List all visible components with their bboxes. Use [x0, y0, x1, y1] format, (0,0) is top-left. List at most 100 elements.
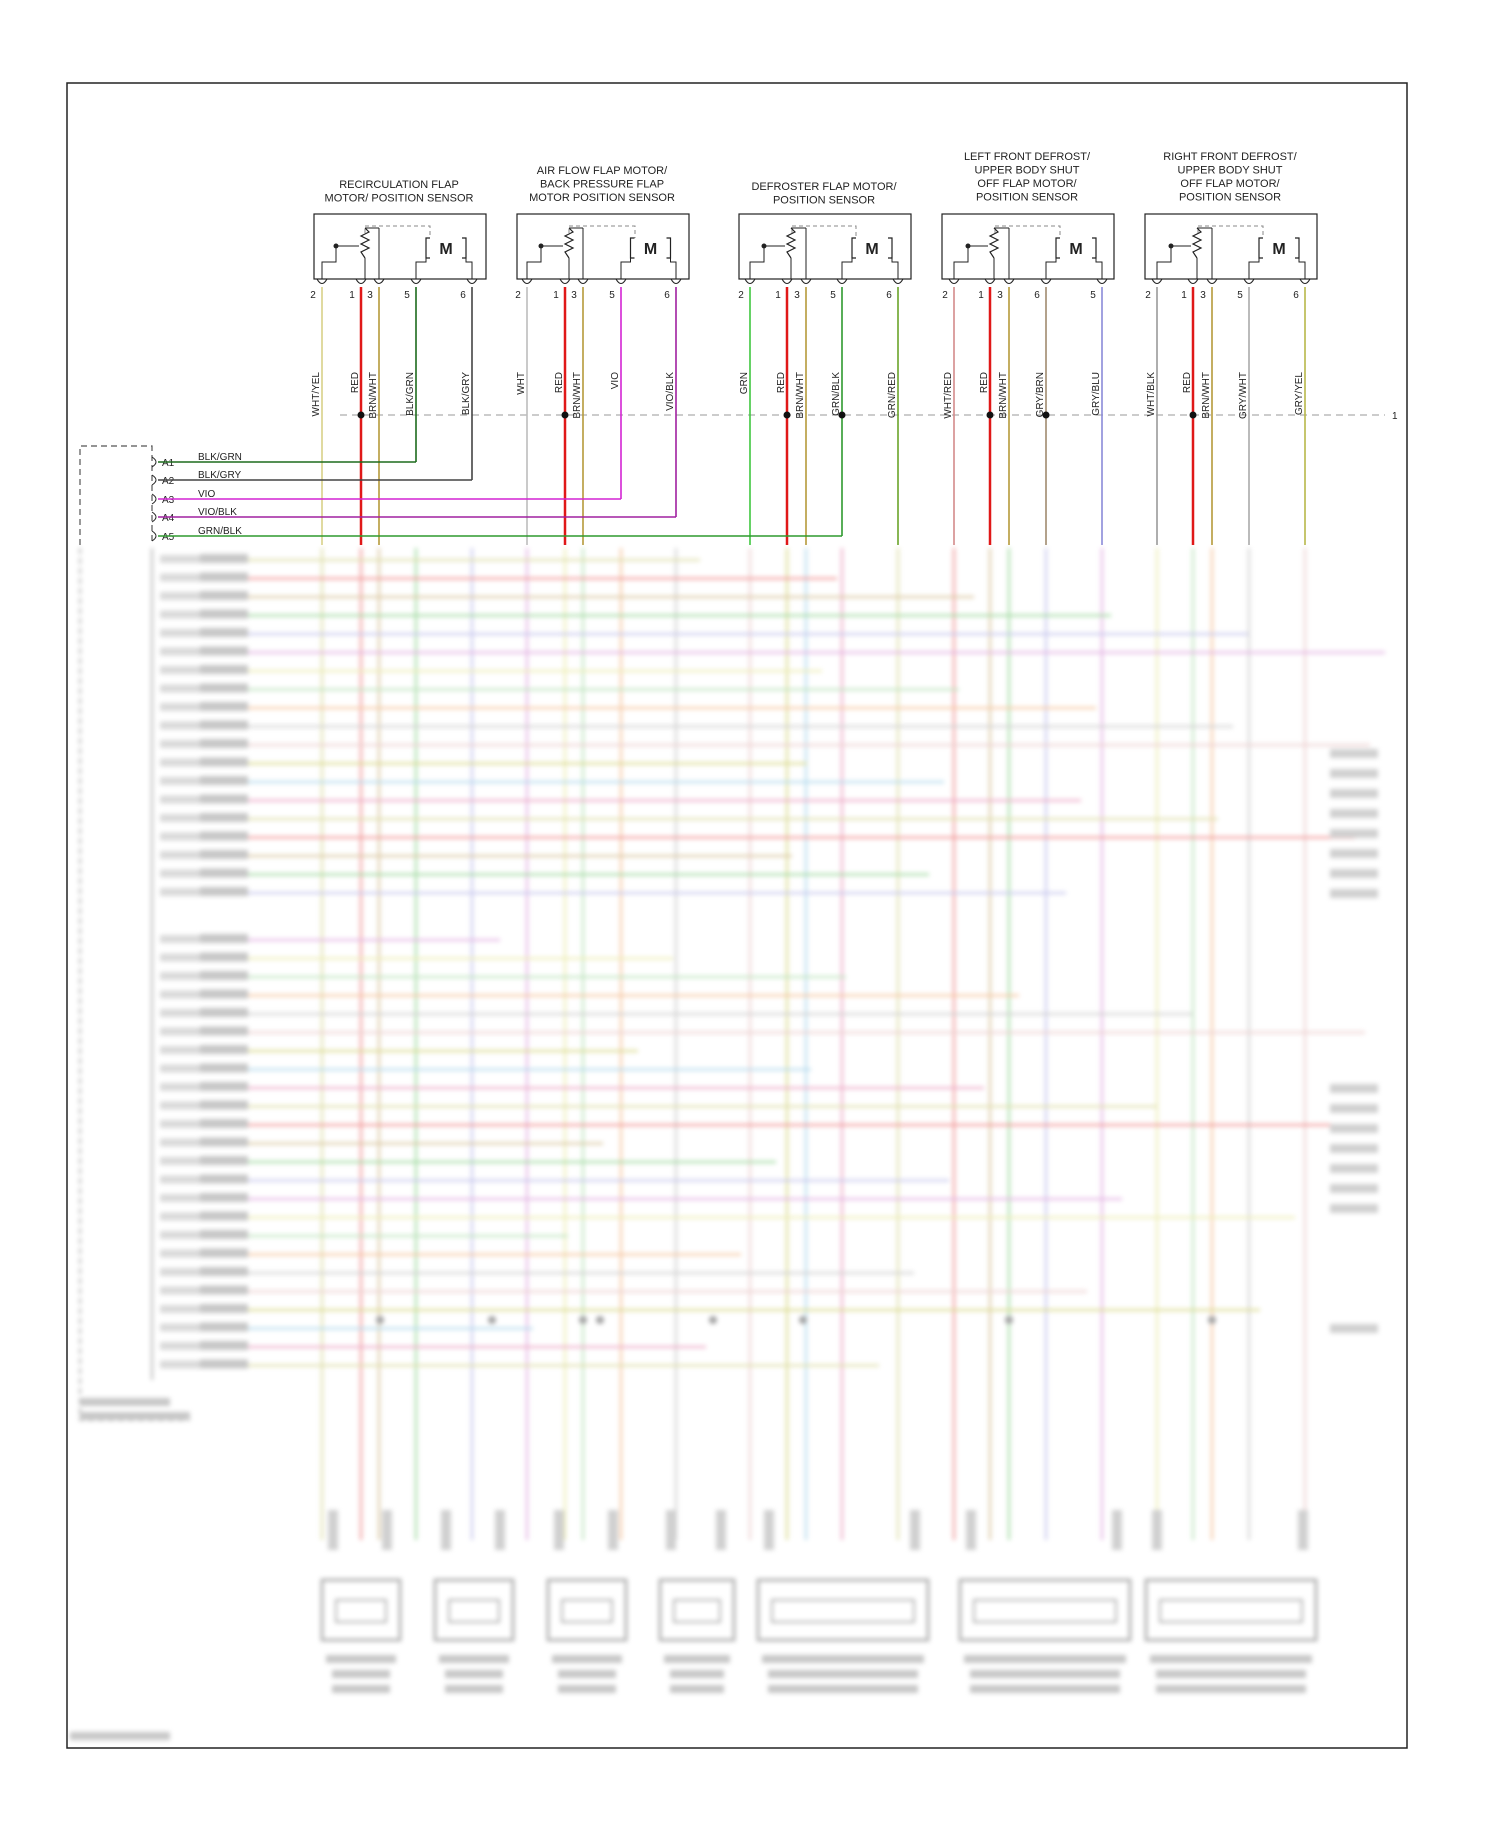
pin-3: 3 BRN/WHT: [367, 278, 385, 419]
splice-dot: [357, 411, 365, 419]
wire-color-label: VIO/BLK: [665, 372, 676, 411]
pin-terminal-icon: [577, 278, 589, 285]
pin-terminal-icon: [521, 278, 533, 285]
wire-color-label: RED: [350, 372, 361, 393]
connector-terminal-icon: [151, 530, 157, 542]
wire-color-label: GRN/RED: [887, 372, 898, 418]
motor-icon: M: [1045, 237, 1103, 279]
pin-terminal-icon: [1040, 278, 1052, 285]
wire-color-label: GRY/WHT: [1238, 372, 1249, 419]
component-title-line: DEFROSTER FLAP MOTOR/: [751, 181, 897, 193]
pin-terminal-icon: [984, 278, 996, 285]
pin-terminal-icon: [559, 278, 571, 285]
pin-terminal-icon: [373, 278, 385, 285]
wire-color-label: BRN/WHT: [1201, 372, 1212, 419]
pin-5: 5 GRN/BLK: [830, 278, 848, 416]
pin-number: 6: [664, 290, 670, 301]
motor-label: M: [865, 241, 878, 258]
pin-terminal-icon: [316, 278, 328, 285]
pin-terminal-icon: [1151, 278, 1163, 285]
pin-terminal-icon: [1243, 278, 1255, 285]
connector-wire-label: BLK/GRY: [198, 470, 241, 481]
pin-number: 1: [553, 290, 559, 301]
pin-1: 1 RED: [1181, 278, 1199, 393]
wire-color-label: GRY/YEL: [1294, 372, 1305, 416]
pin-2: 2 WHT: [515, 278, 533, 395]
pin-number: 1: [978, 290, 984, 301]
wire-color-label: BLK/GRN: [405, 372, 416, 416]
motor-icon: M: [415, 237, 473, 279]
connector-pin-label: A4: [162, 513, 175, 524]
component-title-line: AIR FLOW FLAP MOTOR/: [537, 165, 668, 177]
component-title-line: RECIRCULATION FLAP: [339, 179, 459, 191]
connector-pin-label: A2: [162, 476, 175, 487]
pin-terminal-icon: [355, 278, 367, 285]
pin-number: 2: [310, 290, 316, 301]
wire-color-label: RED: [554, 372, 565, 393]
component-3: DEFROSTER FLAP MOTOR/POSITION SENSOR M 2 GR…: [738, 181, 912, 419]
wire-color-label: GRN/BLK: [831, 372, 842, 416]
wire-color-label: WHT/YEL: [311, 372, 322, 417]
connector-rows: A1 BLK/GRN A2 BLK/GRY A3 VIO A4 VIO/BLK A5 GRN/BL…: [151, 452, 842, 543]
pin-terminal-icon: [892, 278, 904, 285]
pin-number: 3: [794, 290, 800, 301]
pin-5: 5 GRY/WHT: [1237, 278, 1255, 419]
pin-number: 6: [1034, 290, 1040, 301]
pin-number: 5: [609, 290, 615, 301]
pin-number: 6: [1293, 290, 1299, 301]
pin-5: 5 GRY/BLU: [1090, 278, 1108, 416]
wire-color-label: WHT/BLK: [1146, 372, 1157, 417]
connector-row-a1: A1 BLK/GRN: [151, 452, 416, 469]
wire-color-label: GRN: [739, 372, 750, 394]
connector-terminal-icon: [151, 511, 157, 523]
pin-6: 6 BLK/GRY: [460, 278, 478, 415]
wire-color-label: BRN/WHT: [795, 372, 806, 419]
connector-row-a2: A2 BLK/GRY: [151, 470, 472, 487]
internal-link: [364, 225, 431, 238]
pin-terminal-icon: [1187, 278, 1199, 285]
connector-wire-label: VIO/BLK: [198, 507, 237, 518]
pin-number: 3: [1200, 290, 1206, 301]
motor-icon: M: [1248, 237, 1306, 279]
pin-number: 2: [515, 290, 521, 301]
pin-6: 6 VIO/BLK: [664, 278, 682, 411]
motor-label: M: [644, 241, 657, 258]
flap-motor-components: RECIRCULATION FLAP MOTOR/ POSITION SENSOR…: [310, 151, 1318, 419]
pin-number: 1: [1181, 290, 1187, 301]
pin-terminal-icon: [670, 278, 682, 285]
pin-number: 2: [942, 290, 948, 301]
wire-color-label: GRY/BRN: [1035, 372, 1046, 417]
pin-terminal-icon: [948, 278, 960, 285]
wire-color-label: VIO: [610, 372, 621, 389]
pin-6: 6 GRY/BRN: [1034, 278, 1052, 417]
wire-color-label: BLK/GRY: [461, 372, 472, 415]
pin-3: 3 BRN/WHT: [571, 278, 589, 419]
wires: [321, 287, 1306, 545]
pin-terminal-icon: [800, 278, 812, 285]
component-title-line: UPPER BODY SHUT: [1178, 165, 1283, 177]
pin-number: 3: [367, 290, 373, 301]
pin-2: 2 WHT/YEL: [310, 278, 328, 417]
blurred-lower-region: [70, 548, 1385, 1740]
connector-pin-label: A5: [162, 532, 175, 543]
connector-wire-label: GRN/BLK: [198, 526, 242, 537]
wire-color-label: GRY/BLU: [1091, 372, 1102, 416]
pin-1: 1 RED: [775, 278, 793, 393]
pin-1: 1 RED: [349, 278, 367, 393]
wire-color-label: RED: [776, 372, 787, 393]
potentiometer-icon: [321, 227, 380, 279]
pin-number: 1: [775, 290, 781, 301]
pin-terminal-icon: [410, 278, 422, 285]
pin-3: 3 BRN/WHT: [794, 278, 812, 419]
pin-number: 2: [1145, 290, 1151, 301]
component-title-line: BACK PRESSURE FLAP: [540, 179, 664, 191]
pin-number: 3: [571, 290, 577, 301]
motor-icon: M: [841, 237, 899, 279]
wire-color-label: BRN/WHT: [368, 372, 379, 419]
connector-pin-label: A3: [162, 495, 175, 506]
connector-pin-label: A1: [162, 458, 175, 469]
splice-dot: [986, 411, 994, 419]
connector-row-a5: A5 GRN/BLK: [151, 526, 842, 543]
